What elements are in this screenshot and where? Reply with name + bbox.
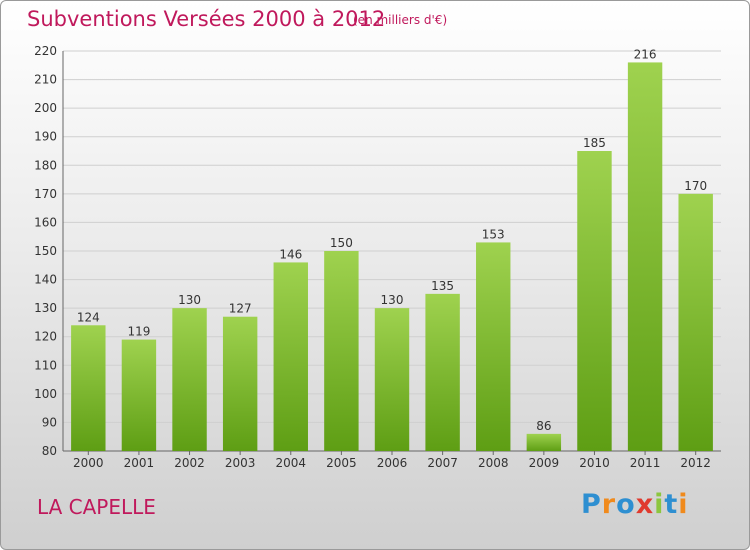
data-label: 127 — [229, 302, 252, 316]
bar — [374, 308, 410, 451]
x-tick-label: 2008 — [478, 456, 509, 470]
x-tick-label: 2001 — [124, 456, 155, 470]
bar — [425, 293, 460, 451]
bar — [222, 316, 258, 451]
y-tick-label: 170 — [34, 187, 57, 201]
y-tick-label: 210 — [34, 73, 57, 87]
bar — [627, 62, 663, 452]
data-label: 170 — [684, 179, 707, 193]
x-tick-label: 2003 — [225, 456, 256, 470]
data-label: 130 — [178, 293, 201, 307]
y-tick-label: 90 — [42, 415, 57, 429]
data-label: 135 — [431, 279, 454, 293]
x-tick-label: 2006 — [377, 456, 408, 470]
data-label: 86 — [536, 419, 551, 433]
bar — [172, 308, 207, 451]
y-tick-label: 160 — [34, 215, 57, 229]
commune-name: LA CAPELLE — [37, 495, 156, 519]
data-label: 119 — [127, 325, 150, 339]
x-tick-label: 2011 — [630, 456, 661, 470]
x-tick-label: 2004 — [275, 456, 306, 470]
x-tick-label: 2005 — [326, 456, 357, 470]
x-tick-label: 2007 — [427, 456, 458, 470]
y-tick-label: 150 — [34, 244, 57, 258]
proxiti-logo: Proxiti — [581, 489, 689, 520]
y-tick-label: 200 — [34, 101, 57, 115]
x-tick-label: 2009 — [529, 456, 560, 470]
y-tick-label: 190 — [34, 130, 57, 144]
bar — [526, 433, 562, 451]
y-tick-label: 130 — [34, 301, 57, 315]
data-label: 130 — [381, 293, 404, 307]
data-label: 146 — [279, 247, 302, 261]
x-tick-label: 2000 — [73, 456, 104, 470]
y-tick-label: 140 — [34, 273, 57, 287]
chart-subtitle: (en milliers d'€) — [353, 13, 448, 27]
y-tick-label: 100 — [34, 387, 57, 401]
y-tick-label: 120 — [34, 330, 57, 344]
bar — [678, 193, 713, 451]
y-tick-label: 110 — [34, 358, 57, 372]
data-label: 124 — [77, 310, 100, 324]
bar — [121, 339, 157, 451]
bar — [476, 242, 511, 451]
x-tick-label: 2012 — [680, 456, 711, 470]
bar — [577, 151, 612, 451]
bar — [324, 251, 359, 451]
chart-title: Subventions Versées 2000 à 2012 — [27, 7, 386, 31]
y-tick-label: 220 — [34, 44, 57, 58]
data-label: 150 — [330, 236, 353, 250]
x-tick-label: 2002 — [174, 456, 205, 470]
data-label: 185 — [583, 136, 606, 150]
bar — [273, 262, 308, 451]
bar — [71, 325, 106, 451]
x-tick-label: 2010 — [579, 456, 610, 470]
y-tick-label: 80 — [42, 444, 57, 458]
data-label: 153 — [482, 227, 505, 241]
y-tick-label: 180 — [34, 158, 57, 172]
data-label: 216 — [634, 47, 657, 61]
